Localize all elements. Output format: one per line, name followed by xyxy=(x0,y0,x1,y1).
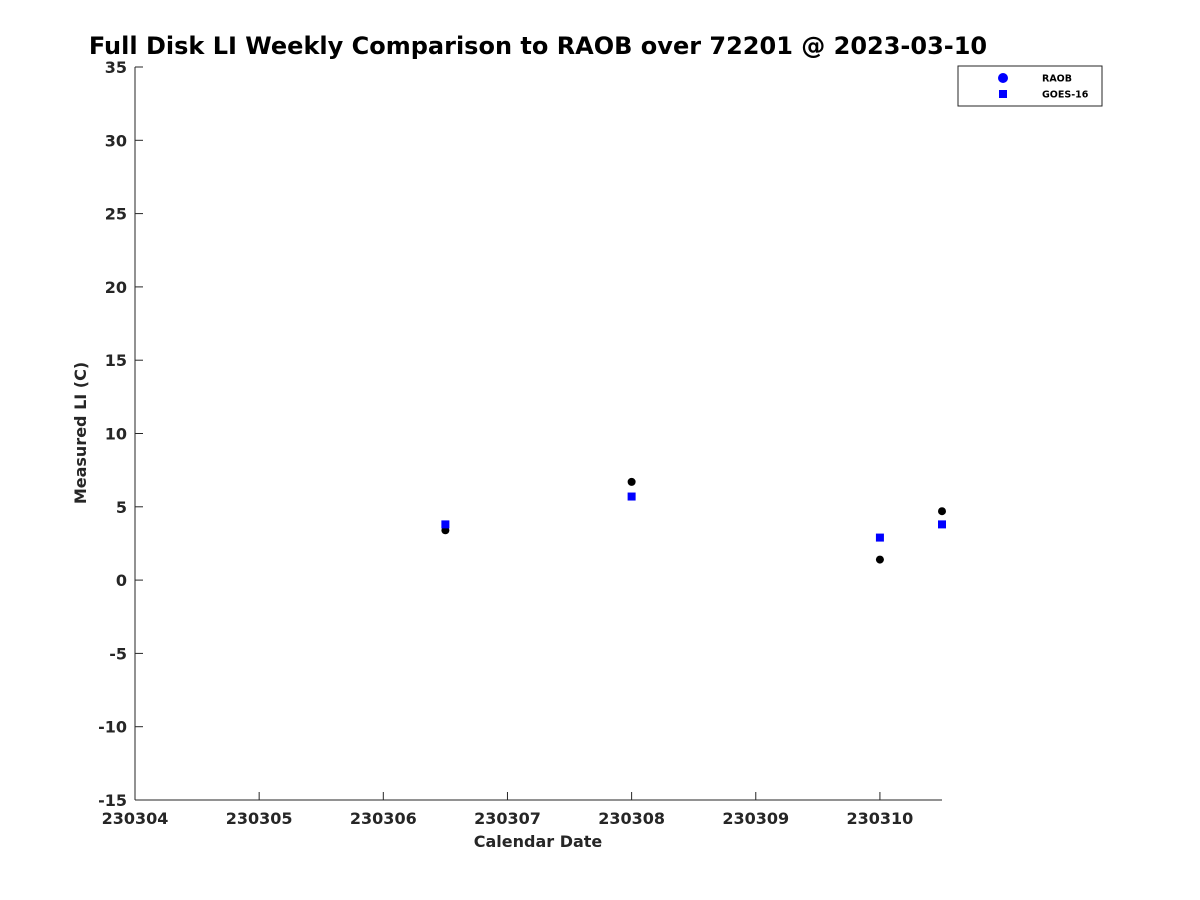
chart-title: Full Disk LI Weekly Comparison to RAOB o… xyxy=(89,32,987,60)
x-tick-label: 230307 xyxy=(474,809,541,828)
legend-raob-marker xyxy=(998,73,1008,83)
y-tick-label: 5 xyxy=(116,498,127,517)
y-tick-label: -10 xyxy=(98,718,127,737)
y-tick-label: 10 xyxy=(105,425,127,444)
goes-16-point xyxy=(875,533,884,542)
goes-16-point xyxy=(938,520,946,529)
y-tick-label: 35 xyxy=(105,58,127,77)
y-ticks: -15 -10 -5 0 5 10 15 20 25 30 35 xyxy=(98,58,143,810)
y-tick-label: -15 xyxy=(98,791,127,810)
x-tick-label: 230309 xyxy=(722,809,789,828)
y-tick-label: 25 xyxy=(105,205,127,224)
x-tick-label: 230304 xyxy=(102,809,169,828)
x-tick-label: 230306 xyxy=(350,809,417,828)
goes-16-point xyxy=(441,520,450,529)
x-ticks: 230304 230305 230306 230307 230308 230309 2303… xyxy=(102,792,914,828)
y-tick-label: 0 xyxy=(116,571,127,590)
y-tick-label: 20 xyxy=(105,278,127,297)
raob-point xyxy=(875,555,884,564)
raob-point xyxy=(627,477,636,486)
x-tick-label: 230308 xyxy=(598,809,665,828)
y-axis-label: Measured LI (C) xyxy=(71,362,90,504)
legend-box xyxy=(957,65,1103,107)
legend-label: GOES-16 xyxy=(1042,90,1089,101)
goes-16-point xyxy=(627,492,636,501)
raob-point xyxy=(938,507,946,516)
legend-goes-16-marker xyxy=(999,90,1007,98)
y-tick-label: 15 xyxy=(105,351,127,370)
x-tick-label: 230310 xyxy=(847,809,914,828)
x-axis-label: Calendar Date xyxy=(474,832,603,851)
x-tick-label: 230305 xyxy=(226,809,293,828)
y-tick-label: 30 xyxy=(105,131,127,150)
legend-label: RAOB xyxy=(1042,74,1072,85)
y-tick-label: -5 xyxy=(109,644,127,663)
legend: RAOB GOES-16 xyxy=(957,65,1103,107)
data-markers xyxy=(441,477,946,564)
